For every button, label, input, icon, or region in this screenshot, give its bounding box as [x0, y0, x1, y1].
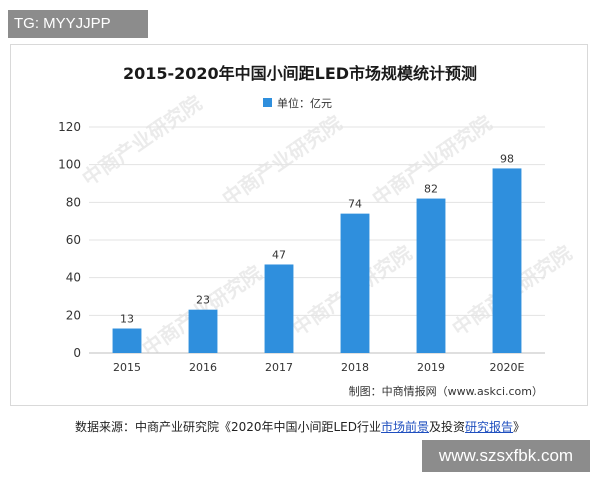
- x-tick-label: 2018: [341, 361, 369, 374]
- x-tick-label: 2017: [265, 361, 293, 374]
- data-label: 47: [272, 248, 286, 261]
- data-source: 数据来源：中商产业研究院《2020年中国小间距LED行业市场前景及投资研究报告》: [0, 418, 600, 435]
- bar: [416, 198, 446, 353]
- url-badge: www.szsxfbk.com: [422, 440, 590, 472]
- y-tick-label: 100: [58, 158, 81, 172]
- data-label: 74: [348, 198, 362, 211]
- legend-label: 单位：亿元: [277, 96, 332, 110]
- bar: [188, 309, 218, 353]
- tag-label: TG: MYYJJPP: [8, 10, 148, 38]
- bar-chart: 2015-2020年中国小间距LED市场规模统计预测 单位：亿元 0 20 40 60…: [58, 64, 545, 398]
- y-tick-label: 20: [66, 308, 81, 322]
- x-tick-label: 2019: [417, 361, 445, 374]
- bar: [112, 328, 142, 353]
- source-link-report[interactable]: 研究报告: [465, 420, 514, 434]
- source-prefix: 数据来源：中商产业研究院《2020年中国小间距LED行业: [74, 420, 381, 434]
- x-tick-label: 2020E: [490, 361, 525, 374]
- chart-title: 2015-2020年中国小间距LED市场规模统计预测: [123, 64, 477, 83]
- data-label: 13: [120, 313, 134, 326]
- x-tick-label: 2016: [189, 361, 217, 374]
- y-tick-label: 80: [66, 195, 81, 209]
- source-suffix: 》: [513, 420, 526, 434]
- bar: [340, 213, 370, 353]
- y-tick-label: 60: [66, 233, 81, 247]
- chart-frame: 中商产业研究院 中商产业研究院 中商产业研究院 中商产业研究院 中商产业研究院 …: [10, 44, 588, 406]
- data-label: 82: [424, 183, 438, 196]
- chart-credit: 制图：中商情报网（www.askci.com）: [349, 384, 543, 398]
- source-middle: 及投资: [429, 420, 466, 434]
- source-link-market[interactable]: 市场前景: [381, 420, 430, 434]
- y-tick-label: 40: [66, 271, 81, 285]
- y-tick-label: 0: [73, 346, 81, 360]
- y-tick-label: 120: [58, 120, 81, 134]
- bar: [492, 168, 522, 353]
- data-label: 23: [196, 294, 210, 307]
- x-tick-label: 2015: [113, 361, 141, 374]
- data-label: 98: [500, 152, 514, 165]
- legend-swatch: [263, 98, 272, 107]
- bar: [264, 264, 294, 353]
